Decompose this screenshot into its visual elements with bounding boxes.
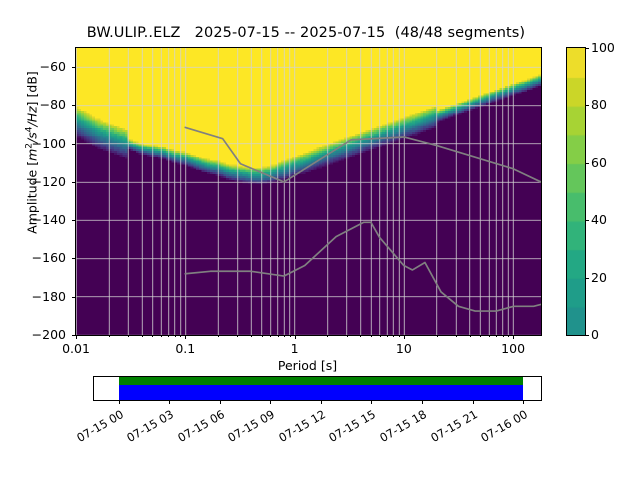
timeline-tick-mark xyxy=(421,400,423,404)
y-tick-label: −160 xyxy=(31,250,66,266)
x-tick-mark-minor xyxy=(346,335,348,337)
x-tick-mark xyxy=(403,335,405,339)
x-tick-mark-minor xyxy=(393,335,395,337)
x-tick-mark-minor xyxy=(327,335,329,337)
x-tick-mark-minor xyxy=(488,335,490,337)
colorbar-gradient xyxy=(567,48,585,335)
colorbar-tick-mark xyxy=(585,162,589,164)
timeline-tick-mark xyxy=(169,400,171,404)
y-tick-mark xyxy=(71,296,75,298)
timeline-tick-mark xyxy=(219,400,221,404)
x-tick-mark-minor xyxy=(398,335,400,337)
y-tick-mark xyxy=(71,220,75,222)
colorbar-tick-mark xyxy=(585,335,589,336)
x-tick-mark-minor xyxy=(277,335,279,337)
y-tick-mark xyxy=(71,258,75,260)
x-tick-mark-minor xyxy=(283,335,285,337)
colorbar-tick-mark xyxy=(585,48,589,49)
timeline-tick-mark xyxy=(523,400,525,404)
timeline-tick-mark xyxy=(472,400,474,404)
x-tick-mark-minor xyxy=(237,335,239,337)
x-tick-mark-minor xyxy=(128,335,130,337)
y-tick-mark xyxy=(71,143,75,145)
peterson-noise-model-curves xyxy=(76,48,541,335)
x-tick-mark-minor xyxy=(218,335,220,337)
timeline-tick-mark xyxy=(320,400,322,404)
x-tick-mark xyxy=(513,335,515,339)
x-tick-mark-minor xyxy=(496,335,498,337)
y-tick-label: −120 xyxy=(31,173,66,189)
x-tick-mark-minor xyxy=(270,335,272,337)
y-tick-label: −60 xyxy=(39,59,66,75)
y-tick-label: −180 xyxy=(31,288,66,304)
x-tick-mark xyxy=(76,335,77,339)
x-tick-mark-minor xyxy=(436,335,438,337)
y-tick-mark xyxy=(71,67,75,69)
x-tick-mark-minor xyxy=(379,335,381,337)
y-axis-label: Amplitude [m2/s4/Hz] [dB] xyxy=(24,71,40,234)
x-tick-mark-minor xyxy=(508,335,510,337)
x-tick-label: 1 xyxy=(290,341,299,356)
x-tick-label: 0.1 xyxy=(175,341,196,356)
psd-coverage-bar xyxy=(118,385,524,400)
x-tick-mark-minor xyxy=(455,335,457,337)
colorbar-tick-label: 40 xyxy=(591,212,607,228)
timeline-tick-mark xyxy=(118,400,120,404)
x-tick-label: 100 xyxy=(501,341,526,356)
x-tick-mark-minor xyxy=(502,335,504,337)
colorbar-tick-label: 100 xyxy=(591,40,615,55)
ppsd-axes[interactable] xyxy=(75,47,542,336)
x-tick-mark-minor xyxy=(141,335,143,337)
x-tick-mark-minor xyxy=(108,335,110,337)
x-tick-mark-minor xyxy=(261,335,263,337)
y-tick-mark xyxy=(71,335,75,336)
colorbar-tick-mark xyxy=(585,105,589,107)
x-tick-mark-minor xyxy=(360,335,362,337)
x-tick-label: 10 xyxy=(395,341,412,356)
y-tick-label: −100 xyxy=(31,135,66,151)
x-tick-mark-minor xyxy=(251,335,253,337)
x-axis-label: Period [s] xyxy=(277,358,338,373)
colorbar-tick-label: 60 xyxy=(591,154,607,170)
x-tick-mark-minor xyxy=(168,335,170,337)
x-tick-mark xyxy=(294,335,296,339)
colorbar-tick-label: 20 xyxy=(591,269,607,285)
timeline-tick-mark xyxy=(371,400,373,404)
x-tick-mark xyxy=(185,335,187,339)
colorbar-tick-mark xyxy=(585,277,589,279)
y-tick-label: −140 xyxy=(31,212,66,228)
x-tick-mark-minor xyxy=(480,335,482,337)
x-tick-mark-minor xyxy=(370,335,372,337)
x-tick-mark-minor xyxy=(386,335,388,337)
colorbar-tick-label: 0 xyxy=(591,327,599,342)
page-title: BW.ULIP..ELZ 2025-07-15 -- 2025-07-15 (4… xyxy=(86,25,526,41)
colorbar-tick-mark xyxy=(585,220,589,222)
colorbar-tick-label: 80 xyxy=(591,97,607,113)
y-tick-label: −200 xyxy=(31,327,66,342)
y-tick-mark xyxy=(71,105,75,107)
coverage-timeline-axes[interactable] xyxy=(93,376,542,401)
x-tick-label: 0.01 xyxy=(62,341,90,356)
colorbar-axes[interactable] xyxy=(566,47,586,336)
y-tick-label: −80 xyxy=(39,97,66,113)
x-tick-mark-minor xyxy=(174,335,176,337)
x-tick-mark-minor xyxy=(289,335,291,337)
data-coverage-bar xyxy=(118,377,524,385)
x-tick-mark-minor xyxy=(161,335,163,337)
x-tick-mark-minor xyxy=(469,335,471,337)
timeline-tick-mark xyxy=(270,400,272,404)
x-tick-mark-minor xyxy=(180,335,182,337)
y-tick-mark xyxy=(71,181,75,183)
x-tick-mark-minor xyxy=(152,335,154,337)
